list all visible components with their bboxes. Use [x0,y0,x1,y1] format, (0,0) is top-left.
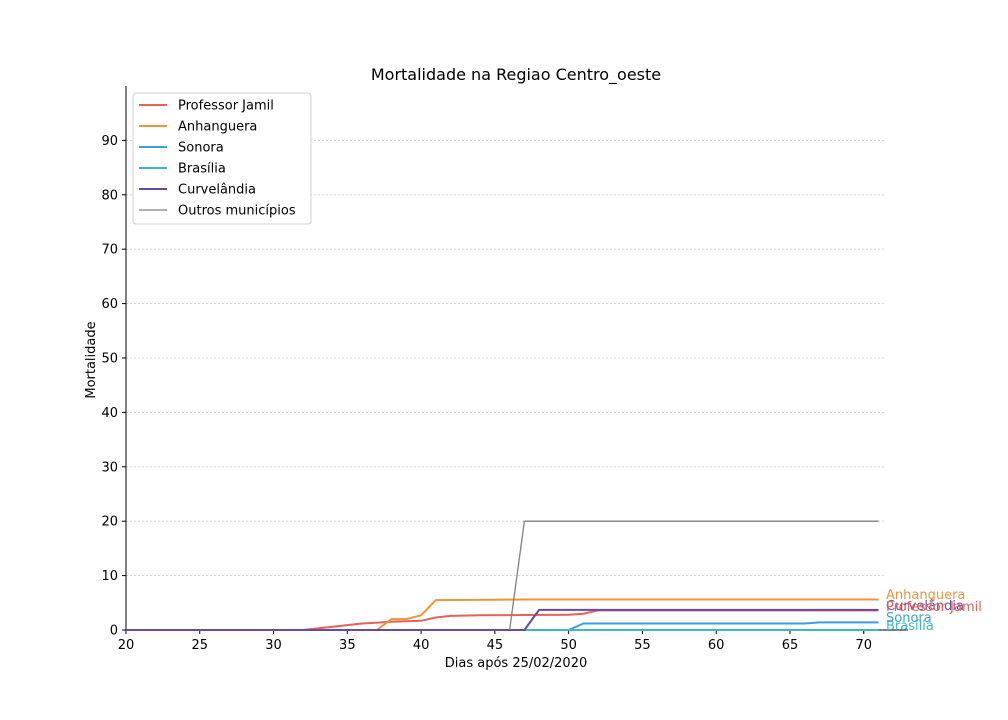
series-line-0 [126,609,879,631]
y-tick-label: 40 [101,406,118,421]
y-tick-label: 10 [101,569,118,584]
y-tick-label: 70 [101,243,118,258]
end-label: Anhanguera [886,588,965,603]
end-label: Brasília [886,619,934,634]
x-tick-label: 60 [708,638,725,653]
legend-label: Anhanguera [178,120,257,135]
y-tick-label: 60 [101,297,118,312]
legend: Professor Jamil Anhanguera Sonora Brasília C… [132,92,312,225]
y-axis-title: Mortalidade [84,321,99,398]
y-tick-label: 20 [101,515,118,530]
x-axis-title: Dias após 25/02/2020 [445,656,588,671]
series-line-2 [126,621,879,631]
x-tick-label: 70 [855,638,872,653]
legend-label: Outros municípios [178,204,296,219]
y-tick-label: 0 [110,624,118,639]
x-tick-label: 40 [413,638,430,653]
x-tick-label: 50 [560,638,577,653]
legend-label: Professor Jamil [178,99,274,114]
x-tick-label: 45 [487,638,504,653]
y-tick-label: 90 [101,134,118,149]
legend-box [132,92,312,225]
x-tick-label: 20 [118,638,135,653]
legend-label: Sonora [178,141,224,156]
x-tick-label: 25 [192,638,209,653]
chart-title: Mortalidade na Regiao Centro_oeste [371,65,661,85]
y-tick-label: 30 [101,460,118,475]
legend-label: Curvelândia [178,183,256,198]
x-tick-label: 35 [339,638,356,653]
x-tick-label: 65 [782,638,799,653]
y-tick-label: 80 [101,188,118,203]
series-line-5 [508,520,879,631]
tick-labels: 0 10 20 30 40 50 60 70 80 90 20 25 30 35 40 45 50 55 60 65 7… [101,134,872,653]
series-line-1 [126,598,879,631]
x-tick-label: 55 [634,638,651,653]
y-tick-label: 50 [101,352,118,367]
series-lines [126,520,879,631]
end-label: Professor Jamil [886,600,982,615]
series-line-4 [126,608,879,631]
x-tick-label: 30 [265,638,282,653]
end-label: Curvelândia [886,599,964,614]
legend-label: Brasília [178,162,226,177]
end-label: Sonora [886,611,932,626]
